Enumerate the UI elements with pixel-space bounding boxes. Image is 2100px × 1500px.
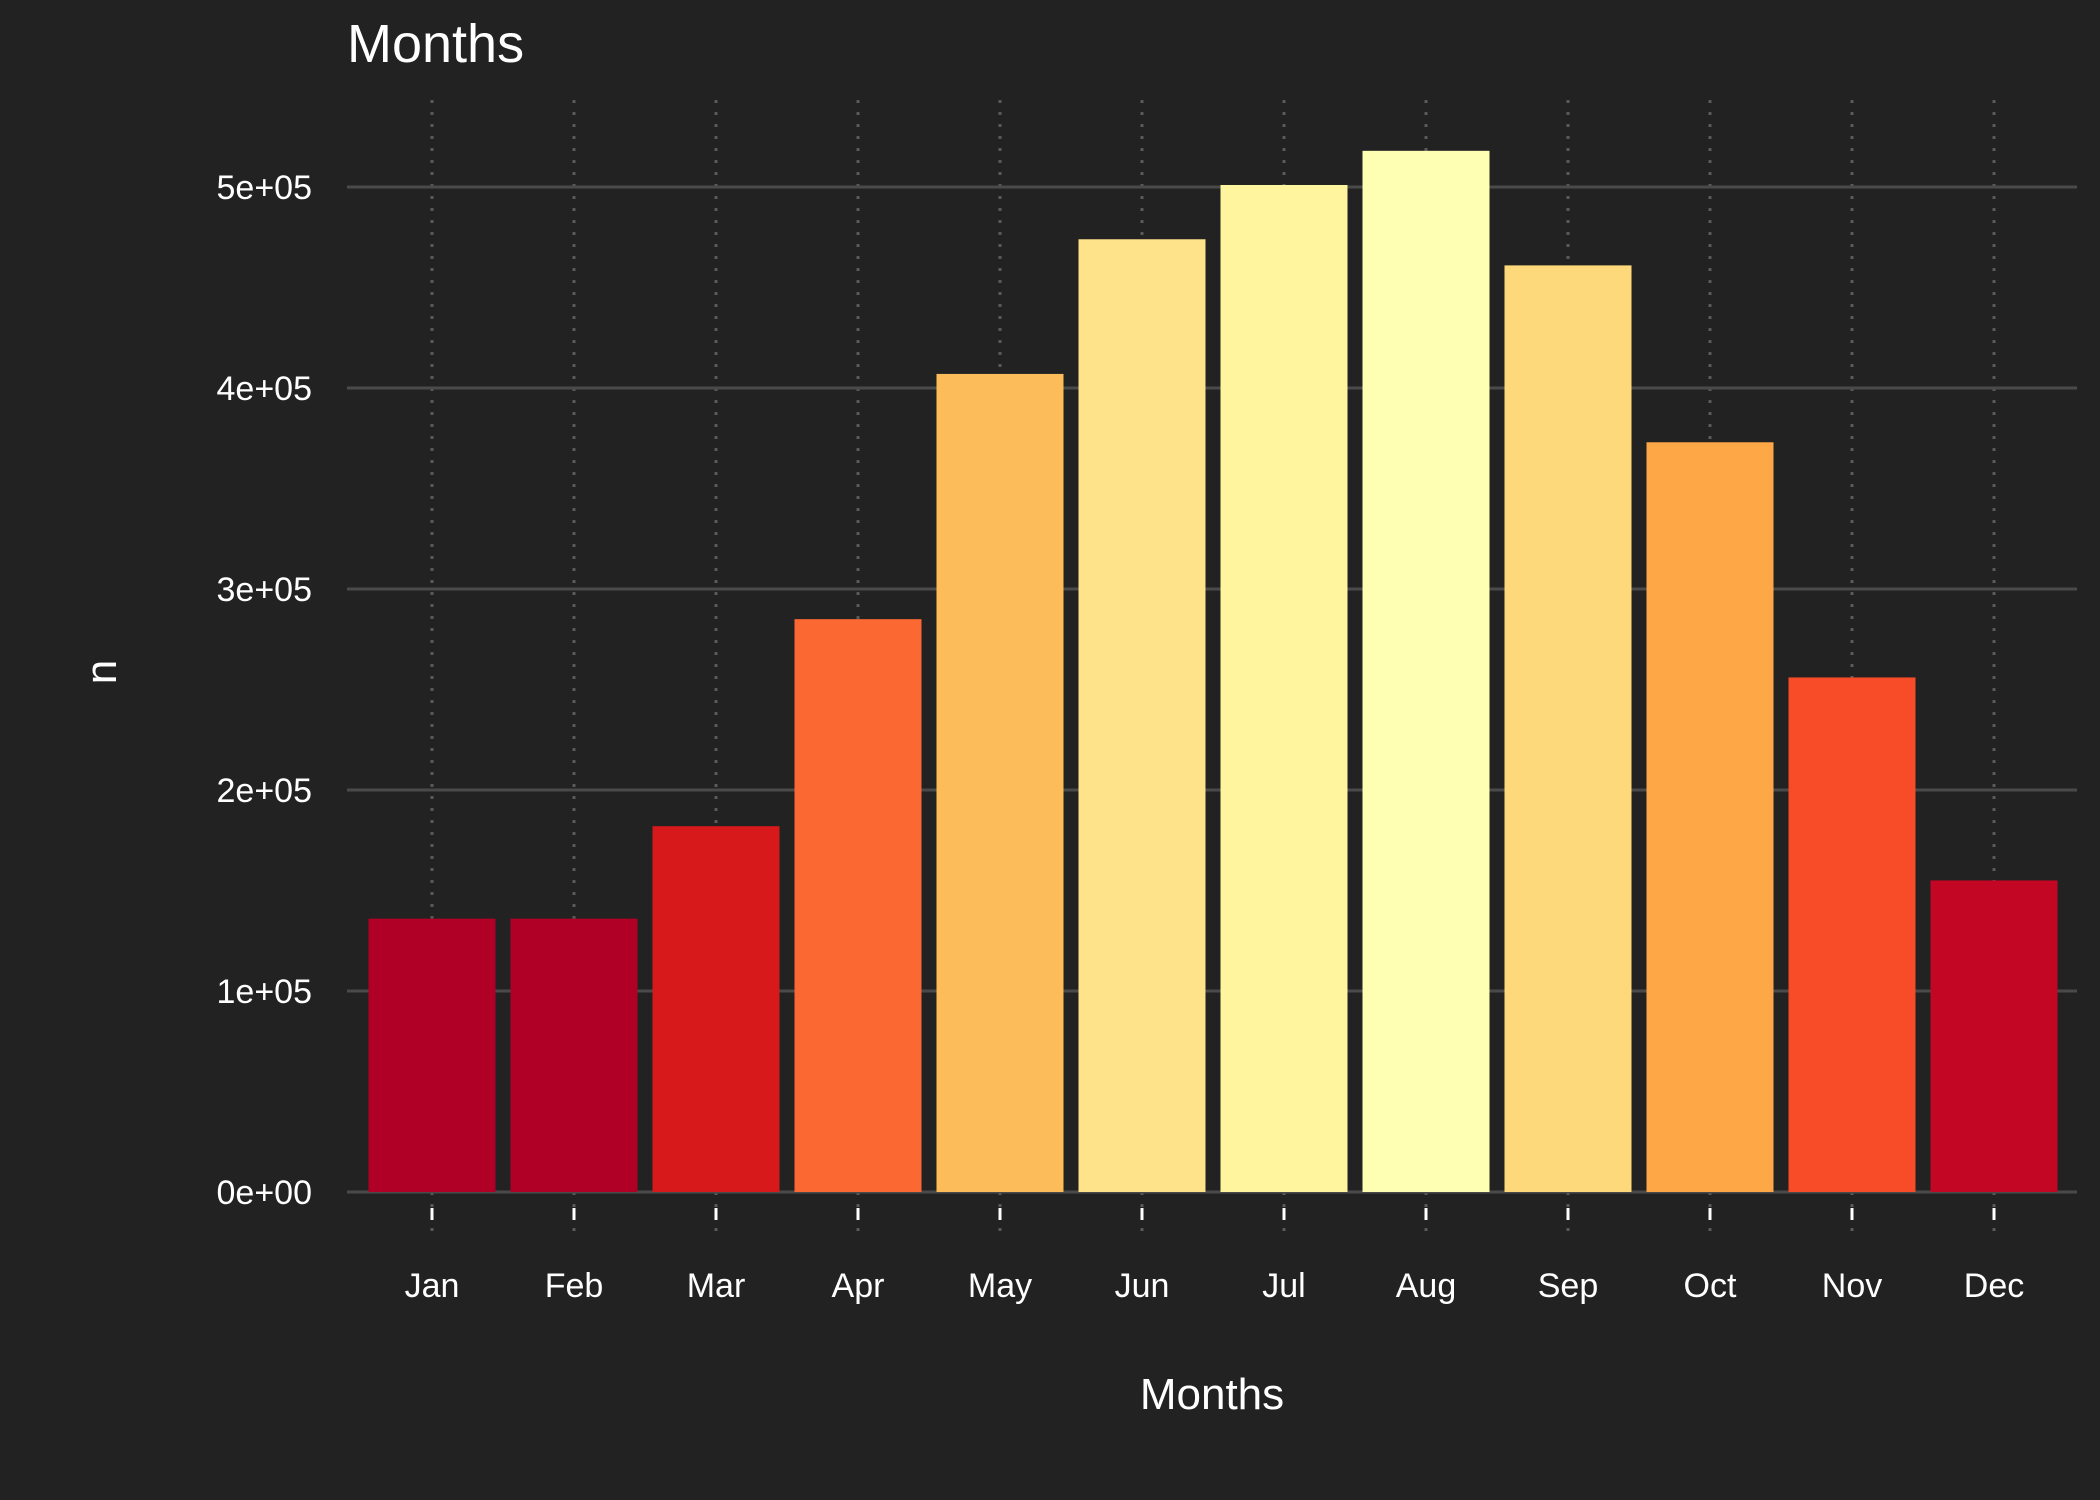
bar-nov [1788, 677, 1916, 1192]
chart-title: Months [347, 14, 524, 74]
x-tick-label-jan: Jan [405, 1267, 460, 1305]
y-tick-label: 5e+05 [217, 169, 313, 207]
y-axis: 0e+00 1e+05 2e+05 3e+05 4e+05 5e+05 [217, 169, 313, 1212]
bar-apr [794, 619, 922, 1192]
bar-oct [1646, 442, 1774, 1192]
x-tick-label-dec: Dec [1964, 1267, 2024, 1305]
y-tick-label: 2e+05 [217, 772, 313, 810]
bar-may [936, 373, 1064, 1192]
bar-dec [1930, 880, 2058, 1192]
bars [368, 150, 2058, 1193]
y-tick-label: 4e+05 [217, 370, 313, 408]
x-tick-label-mar: Mar [687, 1267, 746, 1305]
x-tick-label-oct: Oct [1684, 1267, 1737, 1305]
x-tick-label-may: May [968, 1267, 1032, 1305]
x-axis: Jan Feb Mar Apr May Jun Jul Aug Sep Oct Nov Dec [405, 1208, 2024, 1305]
bar-aug [1362, 150, 1490, 1192]
y-axis-title: n [77, 660, 126, 684]
x-tick-label-nov: Nov [1822, 1267, 1882, 1305]
bar-mar [652, 826, 780, 1192]
y-tick-label: 1e+05 [217, 973, 313, 1011]
x-tick-label-jun: Jun [1115, 1267, 1170, 1305]
y-tick-label: 0e+00 [217, 1174, 313, 1212]
bar-jun [1078, 239, 1206, 1192]
x-axis-title: Months [1140, 1370, 1284, 1419]
x-tick-label-jul: Jul [1262, 1267, 1305, 1305]
bar-jan [368, 918, 496, 1192]
x-tick-label-sep: Sep [1538, 1267, 1599, 1305]
bar-sep [1504, 265, 1632, 1192]
x-tick-label-aug: Aug [1396, 1267, 1457, 1305]
y-tick-label: 3e+05 [217, 571, 313, 609]
x-tick-label-feb: Feb [545, 1267, 604, 1305]
bar-feb [510, 918, 638, 1192]
x-tick-label-apr: Apr [832, 1267, 885, 1305]
bar-jul [1220, 184, 1348, 1193]
